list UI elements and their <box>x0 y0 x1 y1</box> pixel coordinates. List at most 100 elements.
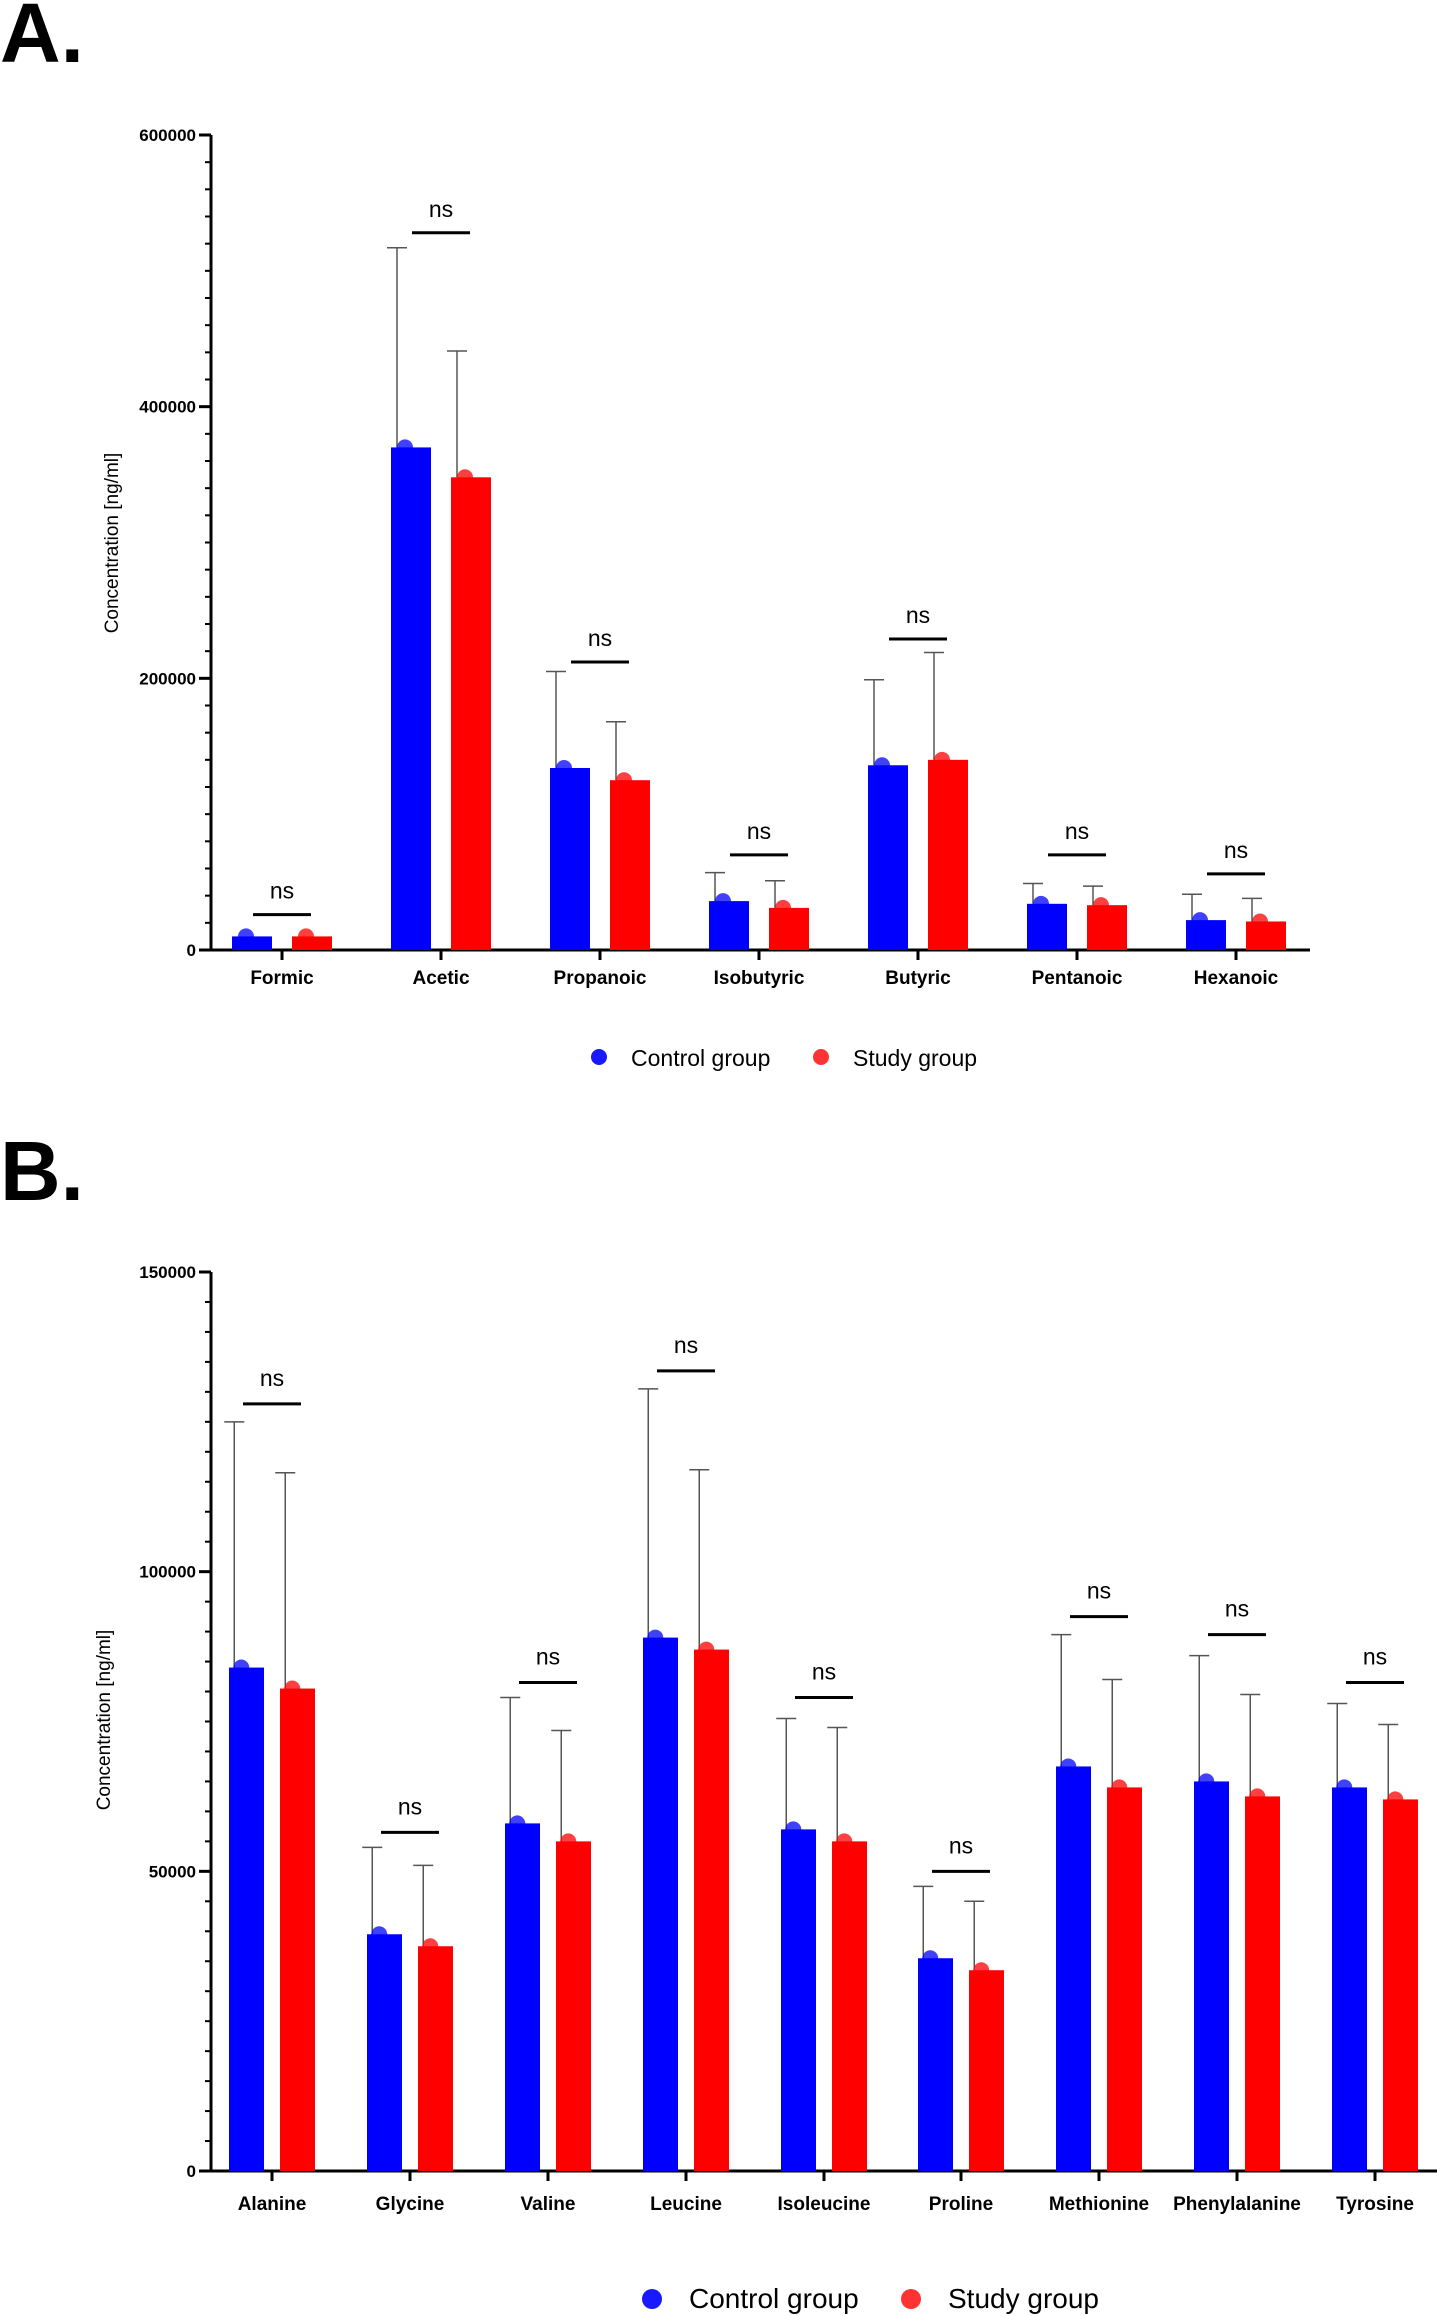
x-tick-label: Glycine <box>376 2194 445 2215</box>
bar-control <box>709 901 749 950</box>
bar-control <box>391 447 431 950</box>
y-axis-label: Concentration [ng/ml] <box>94 1630 115 1811</box>
data-point <box>284 1680 301 1697</box>
data-point <box>785 1821 802 1838</box>
x-tick-label: Proline <box>929 2194 993 2215</box>
bar-control <box>643 1637 678 2171</box>
data-point <box>509 1815 526 1832</box>
significance-label: ns <box>270 878 294 904</box>
x-tick-label: Alanine <box>238 2194 307 2215</box>
data-point <box>1093 897 1109 914</box>
y-tick-label: 400000 <box>139 398 196 417</box>
significance-label: ns <box>949 1832 973 1858</box>
x-tick-label: Pentanoic <box>1032 968 1123 989</box>
bar-study <box>694 1649 729 2171</box>
significance-label: ns <box>906 602 930 628</box>
significance-label: ns <box>812 1659 836 1685</box>
significance-label: ns <box>429 196 453 222</box>
y-tick-label: 200000 <box>139 669 196 688</box>
y-tick-label: 600000 <box>139 126 196 145</box>
significance-label: ns <box>1087 1578 1111 1604</box>
y-tick-label: 0 <box>187 941 196 960</box>
data-point <box>874 757 890 774</box>
bar-control <box>367 1934 402 2171</box>
significance-label: ns <box>674 1332 698 1358</box>
data-point <box>698 1641 715 1658</box>
significance-label: ns <box>536 1644 560 1670</box>
bar-study <box>1245 1796 1280 2171</box>
data-point <box>397 439 413 456</box>
chart-panel-a: A. 0 200000 400000 600000 Concentration [ng/m… <box>0 0 1310 1071</box>
data-point <box>560 1833 577 1850</box>
data-point <box>934 751 950 768</box>
x-tick-label: Butyric <box>885 968 951 989</box>
legend-label-study: Study group <box>853 1045 977 1071</box>
x-tick-label: Isobutyric <box>714 968 805 989</box>
bar-control <box>505 1823 540 2171</box>
significance-label: ns <box>1224 837 1248 863</box>
bar-control <box>1194 1781 1229 2171</box>
bar-study <box>280 1688 315 2171</box>
significance-label: ns <box>398 1793 422 1819</box>
data-point <box>715 893 731 910</box>
data-point <box>616 772 632 789</box>
bar-control <box>918 1958 953 2171</box>
legend-label-control: Control group <box>631 1045 770 1071</box>
data-point <box>922 1950 939 1967</box>
data-point <box>371 1926 388 1943</box>
bar-study <box>832 1841 867 2171</box>
bar-study <box>1107 1787 1142 2171</box>
data-point <box>556 759 572 776</box>
x-tick-label: Propanoic <box>554 968 647 989</box>
panel-letter: B. <box>0 1124 84 1218</box>
y-tick-label: 100000 <box>139 1563 196 1582</box>
y-tick-label: 0 <box>187 2162 196 2181</box>
bar-study <box>418 1946 453 2171</box>
significance-label: ns <box>1225 1596 1249 1622</box>
legend-label-study: Study group <box>948 2283 1099 2314</box>
significance-label: ns <box>1065 818 1089 844</box>
x-tick-label: Isoleucine <box>778 2194 871 2215</box>
data-point <box>457 469 473 486</box>
y-tick-label: 150000 <box>139 1263 196 1282</box>
bar-control <box>1056 1766 1091 2171</box>
bar-study <box>1087 905 1127 950</box>
data-point <box>298 928 314 945</box>
data-point <box>1249 1788 1266 1805</box>
bar-control <box>1332 1787 1367 2171</box>
bar-control <box>1027 903 1067 950</box>
bar-study <box>969 1970 1004 2171</box>
data-point <box>1252 913 1268 930</box>
data-point <box>836 1833 853 1850</box>
x-tick-label: Formic <box>250 968 314 989</box>
bar-control <box>868 765 908 950</box>
significance-label: ns <box>747 818 771 844</box>
x-tick-label: Leucine <box>650 2194 722 2215</box>
bar-control <box>781 1829 816 2171</box>
significance-label: ns <box>1363 1644 1387 1670</box>
bar-study <box>769 907 809 950</box>
data-point <box>647 1629 664 1646</box>
bar-study <box>556 1841 591 2171</box>
bar-study <box>451 477 491 950</box>
data-point <box>233 1659 250 1676</box>
data-point <box>1111 1779 1128 1796</box>
data-point <box>1387 1791 1404 1808</box>
data-point <box>1060 1758 1077 1775</box>
x-tick-label: Methionine <box>1049 2194 1149 2215</box>
y-axis-label: Concentration [ng/ml] <box>102 453 123 634</box>
data-point <box>238 928 254 945</box>
significance-label: ns <box>588 625 612 651</box>
bar-study <box>1383 1799 1418 2171</box>
data-point <box>1192 912 1208 929</box>
x-tick-label: Valine <box>521 2194 576 2215</box>
data-point <box>1198 1773 1215 1790</box>
bar-study <box>610 780 650 950</box>
x-tick-label: Phenylalanine <box>1173 2194 1301 2215</box>
chart-panel-b: B. 0 50000 100000 150000 Concentration [ng/ml… <box>0 1124 1437 2314</box>
legend-marker-study <box>901 2289 921 2309</box>
data-point <box>973 1962 990 1979</box>
data-point <box>775 899 791 916</box>
legend-marker-study <box>813 1049 829 1065</box>
